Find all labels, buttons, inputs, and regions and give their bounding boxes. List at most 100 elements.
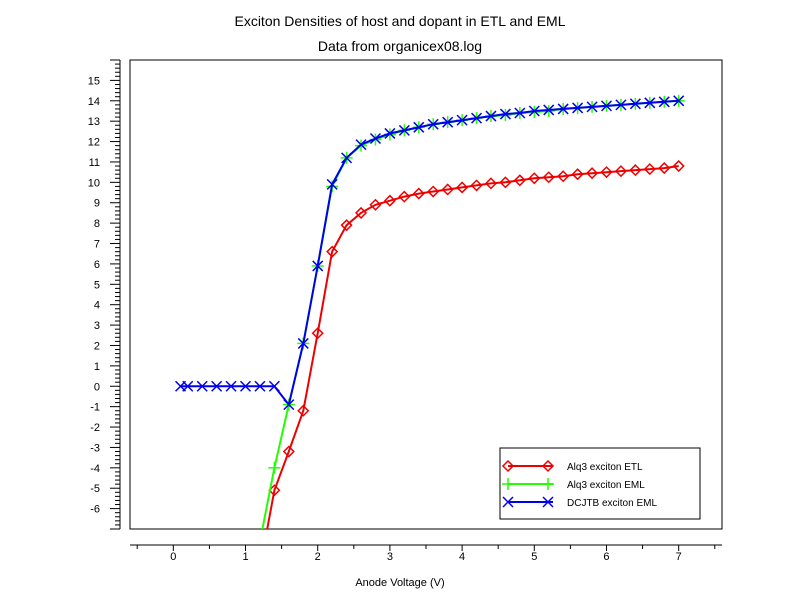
data-point [557,103,569,115]
data-point [384,127,396,139]
data-point [643,163,656,176]
y-tick-label: -5 [90,483,100,495]
data-point [383,194,396,207]
y-tick-label: 0 [94,381,100,393]
legend-marker [542,478,554,490]
data-point [543,104,555,116]
data-point [600,100,613,112]
x-tick-label: 6 [603,551,609,563]
x-axis-label: Anode Voltage (V) [355,577,445,589]
data-point [398,124,410,136]
y-tick-label: -1 [90,402,100,414]
y-tick-label: -2 [90,422,100,434]
y-tick-label: 13 [88,116,100,128]
data-point [398,190,411,203]
x-tick-label: 3 [387,551,393,563]
legend-label: Alq3 exciton EML [567,480,645,491]
y-tick-label: 11 [89,157,100,169]
legend-label: Alq3 exciton ETL [567,462,643,473]
data-point [239,380,252,392]
data-point [629,98,641,110]
y-tick-label: -4 [90,463,100,475]
data-point [442,116,454,128]
data-point [427,185,440,198]
data-point [340,219,353,232]
legend-item: Alq3 exciton ETL [501,459,643,473]
data-point [672,159,685,173]
y-tick-label: -6 [90,504,100,516]
data-point [629,164,642,177]
y-tick-label: 12 [88,137,100,149]
data-point [514,107,526,119]
data-point [614,165,627,178]
y-tick-label: 5 [94,279,100,291]
data-point [572,102,584,114]
x-tick-label: 2 [315,551,321,563]
data-point [254,380,266,392]
data-point [355,139,367,151]
plot-frame [129,59,723,530]
data-point [369,198,382,211]
legend-marker [502,478,514,490]
data-point [282,445,295,458]
legend-marker [502,496,514,508]
data-point [673,95,685,107]
x-tick-label: 5 [531,551,537,563]
data-point [354,206,368,219]
x-tick-label: 4 [459,551,465,563]
data-point [471,112,483,124]
data-point [311,327,324,340]
data-point [658,162,671,175]
data-point [369,132,381,145]
y-tick-label: 3 [94,320,100,332]
data-point [441,183,454,196]
data-point [586,101,598,113]
legend-marker [541,459,555,473]
data-point [182,380,194,392]
data-point [268,461,281,474]
series-3 [175,95,685,411]
data-point [499,176,512,189]
data-point [283,399,295,411]
data-point [484,177,498,190]
legend-label: DCJTB exciton EML [567,498,657,509]
data-point [485,110,497,122]
data-point [341,152,353,164]
series-1 [255,159,685,573]
data-point [211,380,223,392]
data-point [456,114,468,126]
y-tick-label: 8 [94,218,100,230]
series-line [180,99,679,407]
data-point [600,166,613,179]
data-point [326,178,338,190]
data-point [268,380,280,392]
data-point [513,174,526,187]
y-tick-label: 14 [88,96,100,108]
data-point [255,563,265,573]
data-point [585,167,599,180]
data-point [542,171,555,184]
data-point [412,187,425,200]
data-point [312,260,324,272]
y-tick-label: 1 [94,361,100,373]
y-tick-label: 7 [94,239,100,251]
series-line [266,165,679,529]
data-point [528,105,540,117]
data-point [571,168,584,181]
data-point [225,380,237,392]
data-point [196,380,208,392]
data-point [557,170,570,183]
x-tick-label: 0 [170,551,176,563]
legend: Alq3 exciton ETL Alq3 exciton EML DCJTB ex… [499,447,701,520]
legend-marker [542,496,554,508]
data-point [470,179,483,192]
legend-item: DCJTB exciton EML [502,496,657,509]
data-point [644,97,656,109]
x-tick-label: 1 [242,551,248,563]
data-point [427,118,439,130]
data-point [297,404,310,417]
y-tick-label: 9 [94,198,100,210]
data-point [615,99,627,111]
data-point [297,337,309,349]
